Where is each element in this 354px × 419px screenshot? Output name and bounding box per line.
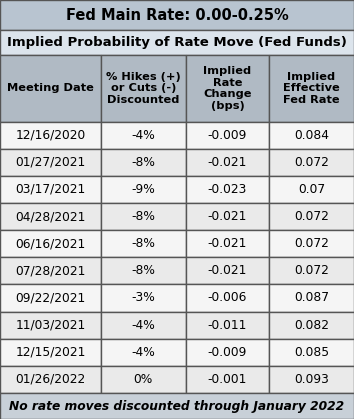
Text: -8%: -8% [131,264,155,277]
Text: -4%: -4% [131,346,155,359]
Text: -0.009: -0.009 [208,346,247,359]
Text: 12/15/2021: 12/15/2021 [15,346,86,359]
Bar [269,339,354,366]
Text: 03/17/2021: 03/17/2021 [15,183,86,196]
Bar [186,122,269,149]
Text: Implied
Effective
Fed Rate: Implied Effective Fed Rate [283,72,340,105]
Text: -0.011: -0.011 [208,318,247,332]
Bar [101,339,186,366]
Text: No rate moves discounted through January 2022: No rate moves discounted through January… [10,399,344,413]
Text: -8%: -8% [131,210,155,223]
Bar [186,55,269,122]
Text: 0.087: 0.087 [294,292,329,305]
Bar [186,149,269,176]
Bar [269,149,354,176]
Bar [101,257,186,285]
Bar [269,285,354,312]
Text: -4%: -4% [131,318,155,332]
Text: 0.072: 0.072 [294,264,329,277]
Text: % Hikes (+)
or Cuts (-)
Discounted: % Hikes (+) or Cuts (-) Discounted [106,72,181,105]
Text: -8%: -8% [131,156,155,169]
Bar [101,312,186,339]
Bar [269,122,354,149]
Bar [0,55,101,122]
Bar [101,122,186,149]
Text: 0.084: 0.084 [294,129,329,142]
Text: Implied Probability of Rate Move (Fed Funds): Implied Probability of Rate Move (Fed Fu… [7,36,347,49]
Text: Implied
Rate
Change
(bps): Implied Rate Change (bps) [203,66,252,111]
Text: -8%: -8% [131,237,155,250]
Bar [0,122,101,149]
Bar [101,366,186,393]
Bar [0,203,101,230]
Text: 06/16/2021: 06/16/2021 [15,237,86,250]
Text: 0.085: 0.085 [294,346,329,359]
Text: -4%: -4% [131,129,155,142]
Text: 0.07: 0.07 [298,183,325,196]
Bar [0,230,101,257]
Text: -0.021: -0.021 [208,210,247,223]
Text: -0.021: -0.021 [208,156,247,169]
Bar [269,203,354,230]
Text: 07/28/2021: 07/28/2021 [15,264,86,277]
Bar [101,149,186,176]
Bar [186,312,269,339]
Text: -0.001: -0.001 [208,373,247,386]
Bar [0,149,101,176]
Text: 0.093: 0.093 [294,373,329,386]
Text: 0.072: 0.072 [294,156,329,169]
Text: -9%: -9% [131,183,155,196]
Bar [269,230,354,257]
Text: 12/16/2020: 12/16/2020 [15,129,86,142]
Text: Meeting Date: Meeting Date [7,83,94,93]
Bar [101,203,186,230]
Text: -0.023: -0.023 [208,183,247,196]
Bar [0,285,101,312]
Bar [101,285,186,312]
Text: 09/22/2021: 09/22/2021 [15,292,86,305]
Text: 0.072: 0.072 [294,237,329,250]
Bar [186,203,269,230]
Bar [0,312,101,339]
Text: -0.006: -0.006 [208,292,247,305]
Bar [0,257,101,285]
Text: 0.072: 0.072 [294,210,329,223]
Bar [186,176,269,203]
Bar [101,230,186,257]
Text: 11/03/2021: 11/03/2021 [15,318,86,332]
Bar [269,366,354,393]
Text: 01/27/2021: 01/27/2021 [15,156,86,169]
Text: 0.082: 0.082 [294,318,329,332]
Bar [186,230,269,257]
Bar [0,366,101,393]
Text: 0%: 0% [134,373,153,386]
Bar [186,257,269,285]
Text: Fed Main Rate: 0.00-0.25%: Fed Main Rate: 0.00-0.25% [65,8,289,23]
Bar [269,55,354,122]
Bar [269,176,354,203]
Text: -3%: -3% [131,292,155,305]
Bar [0,176,101,203]
Text: -0.009: -0.009 [208,129,247,142]
Bar [101,176,186,203]
Text: 01/26/2022: 01/26/2022 [15,373,86,386]
Bar [269,257,354,285]
Text: -0.021: -0.021 [208,264,247,277]
Bar [186,339,269,366]
Bar [101,55,186,122]
Bar [186,366,269,393]
Bar [0,0,354,30]
Bar [0,339,101,366]
Text: -0.021: -0.021 [208,237,247,250]
Bar [0,393,354,419]
Bar [269,312,354,339]
Bar [0,30,354,55]
Bar [186,285,269,312]
Text: 04/28/2021: 04/28/2021 [15,210,86,223]
